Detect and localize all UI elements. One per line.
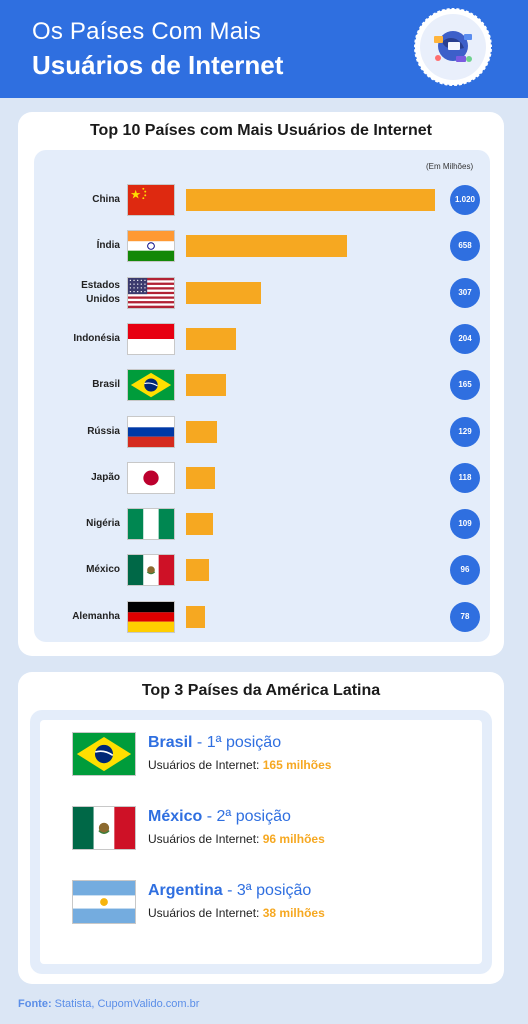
bar [186,327,236,350]
latam-rank-title: Argentina - 3ª posição [148,882,311,900]
bar [186,605,206,628]
latam-rank-title: México - 2ª posição [148,808,291,826]
mexico-flag-icon [72,806,136,850]
category-label: Rússia [87,425,120,437]
latam-country-name: Argentina [148,882,223,899]
india-flag-icon [127,230,175,263]
value-badge: 165 [450,370,480,401]
germany-flag-icon [127,600,175,633]
bar [186,559,210,582]
nigeria-flag-icon [127,508,175,541]
latam-rank-title: Brasil - 1ª posição [148,734,281,752]
value-badge: 658 [450,231,480,262]
latam-area: Brasil - 1ª posição Usuários de Internet:… [30,710,492,974]
usa-flag-icon [127,276,175,309]
category-label: Japão [91,471,120,483]
latam-users-value: 96 milhões [262,832,325,846]
latam-list: Brasil - 1ª posição Usuários de Internet:… [40,720,482,964]
bar [186,466,215,489]
category-label: México [86,564,120,576]
latam-users-value: 165 milhões [262,758,332,772]
value-badge: 307 [450,277,480,308]
china-flag-icon [127,184,175,216]
top10-chart-area: (Em Milhões) China 1.020 Índia 658 Estados U… [34,150,490,642]
header-banner: Os Países Com Mais Usuários de Internet [0,0,528,98]
top10-card: Top 10 Países com Mais Usuários de Inter… [18,112,504,656]
bar [186,189,435,211]
value-badge: 204 [450,323,480,354]
value-badge: 109 [450,509,480,540]
russia-flag-icon [127,415,175,448]
value-badge: 118 [450,462,480,493]
bar [186,420,218,443]
header-title-line2: Usuários de Internet [32,50,284,80]
latam-position: - 1ª posição [192,734,282,751]
category-label: Índia [96,240,120,252]
source-label: Fonte: [18,998,52,1010]
latam-users-label: Usuários de Internet: [148,832,263,846]
latam-title: Top 3 Países da América Latina [141,682,381,699]
category-label: Brasil [92,379,120,391]
category-label: Indonésia [73,332,120,344]
value-badge: 78 [450,601,480,632]
latam-card: Top 3 Países da América Latina Brasil - … [18,672,504,984]
argentina-flag-icon [72,880,136,924]
value-badge: 1.020 [450,185,480,215]
source-text: Statista, CupomValido.com.br [51,998,200,1010]
bar [186,281,261,304]
latam-position: - 2ª posição [202,808,291,825]
top10-title: Top 10 Países com Mais Usuários de Inter… [89,122,433,139]
bar [186,513,213,536]
brazil-flag-icon [72,732,136,776]
category-label: Nigéria [86,518,120,530]
unit-label: (Em Milhões) [426,162,474,171]
header-title-line1: Os Países Com Mais [32,18,261,45]
bar [186,235,347,258]
latam-users-label: Usuários de Internet: [148,906,263,920]
latam-users-label: Usuários de Internet: [148,758,263,772]
latam-country-name: Brasil [148,734,193,751]
mexico-flag-icon [127,554,175,587]
category-label: China [92,194,120,205]
brazil-flag-icon [127,369,175,402]
japan-flag-icon [127,461,175,494]
category-label: Estados Unidos [81,279,120,305]
latam-users-line: Usuários de Internet: 38 milhões [148,906,325,920]
bar [186,374,227,397]
globe-logo-icon [413,7,493,87]
latam-position: - 3ª posição [222,882,312,899]
latam-users-line: Usuários de Internet: 165 milhões [148,758,331,772]
latam-users-value: 38 milhões [262,906,325,920]
indonesia-flag-icon [127,322,175,355]
value-badge: 96 [450,555,480,586]
latam-users-line: Usuários de Internet: 96 milhões [148,832,325,846]
source-note: Fonte: Statista, CupomValido.com.br [18,998,199,1010]
latam-country-name: México [148,808,203,825]
category-label: Alemanha [72,610,120,622]
value-badge: 129 [450,416,480,447]
